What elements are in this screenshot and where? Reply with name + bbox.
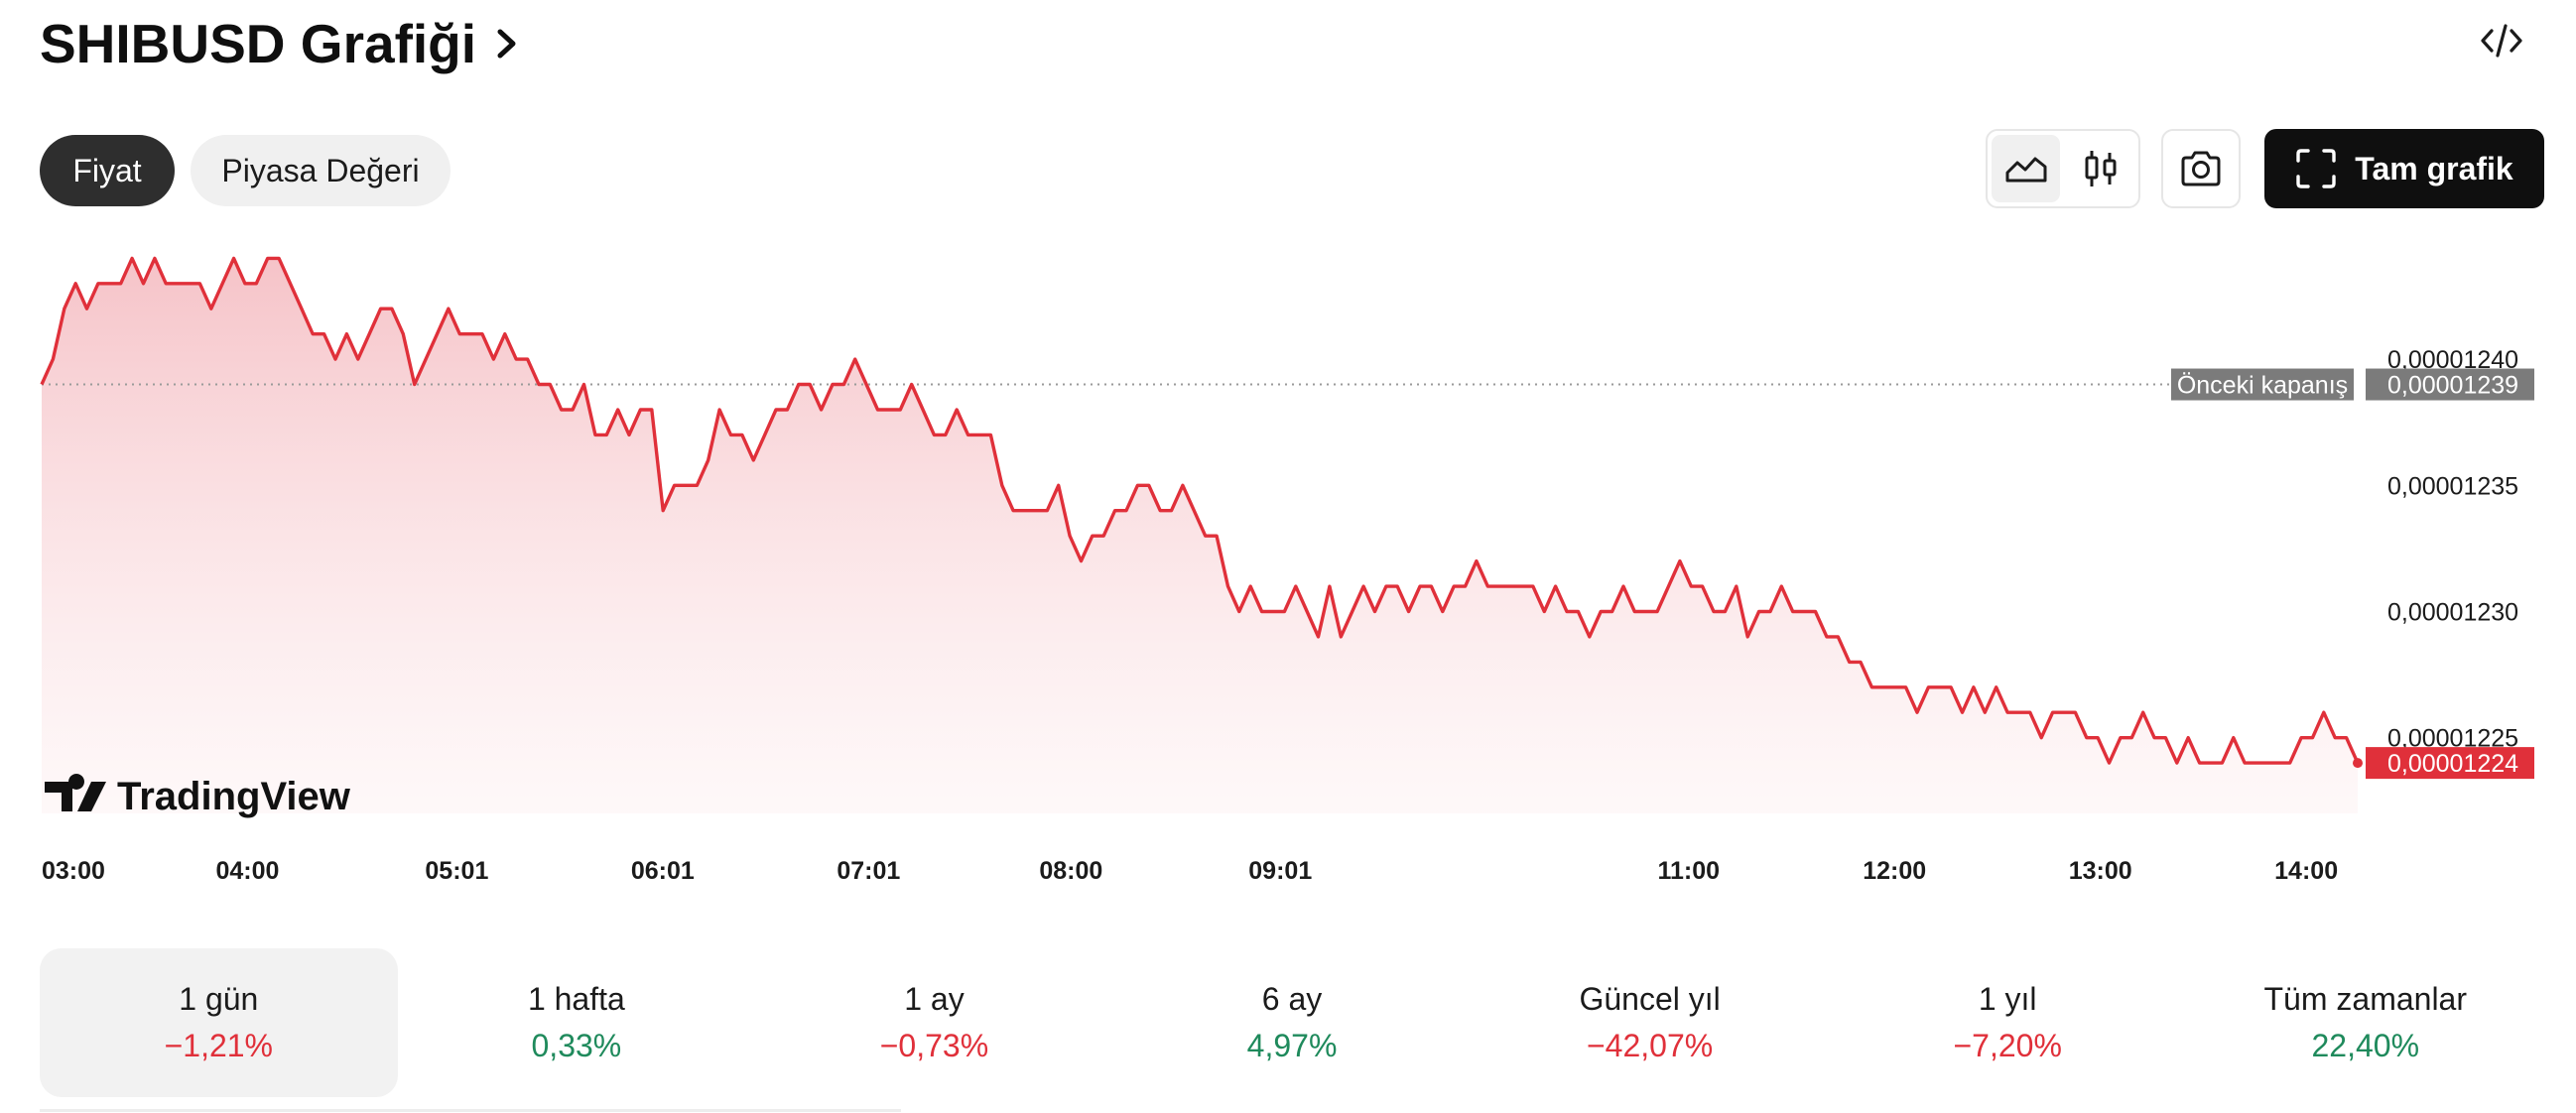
chevron-right-icon bbox=[497, 29, 516, 59]
tab-market-cap[interactable]: Piyasa Değeri bbox=[191, 135, 451, 206]
camera-icon bbox=[2181, 151, 2221, 186]
area-chart-button[interactable] bbox=[1992, 135, 2060, 202]
tradingview-watermark: TradingView bbox=[117, 775, 351, 818]
x-tick-label: 04:00 bbox=[215, 857, 279, 885]
tab-market-cap-label: Piyasa Değeri bbox=[221, 152, 420, 188]
price-area-fill bbox=[42, 258, 2358, 813]
x-tick-label: 12:00 bbox=[1863, 857, 1926, 885]
period-tab[interactable]: 1 gün −1,21% bbox=[40, 948, 398, 1097]
period-change: −1,21% bbox=[164, 1028, 273, 1063]
y-tick-label: 0,00001230 bbox=[2387, 598, 2518, 626]
scroll-indicator bbox=[40, 1109, 901, 1112]
tab-price[interactable]: Fiyat bbox=[40, 135, 175, 206]
full-chart-label: Tam grafik bbox=[2355, 150, 2513, 186]
x-tick-label: 07:01 bbox=[837, 857, 900, 885]
period-change: −0,73% bbox=[879, 1028, 989, 1063]
period-change: 0,33% bbox=[531, 1028, 622, 1063]
previous-close-value-bg bbox=[2366, 368, 2534, 401]
area-chart-icon bbox=[2005, 157, 2046, 183]
full-chart-button[interactable]: Tam grafik bbox=[2264, 129, 2544, 208]
last-price-value-bg bbox=[2366, 747, 2534, 780]
previous-close-label: Önceki kapanış bbox=[2177, 372, 2348, 400]
x-tick-label: 06:01 bbox=[631, 857, 695, 885]
price-chart[interactable]: 0,000012400,000012350,000012300,00001225… bbox=[0, 238, 2576, 893]
chart-type-group bbox=[1986, 129, 2140, 208]
period-label: 1 ay bbox=[904, 981, 965, 1017]
period-tab[interactable]: Tüm zamanlar 22,40% bbox=[2186, 948, 2544, 1097]
period-label: 6 ay bbox=[1261, 981, 1323, 1017]
y-tick-label: 0,00001235 bbox=[2387, 472, 2518, 500]
tradingview-logo: TradingView bbox=[45, 773, 351, 818]
previous-close-value: 0,00001239 bbox=[2387, 372, 2518, 400]
candlestick-icon bbox=[2085, 151, 2116, 186]
page-title[interactable]: SHIBUSD Grafiği bbox=[40, 12, 524, 75]
period-label: Güncel yıl bbox=[1579, 981, 1721, 1017]
x-tick-label: 13:00 bbox=[2069, 857, 2132, 885]
x-tick-label: 03:00 bbox=[42, 857, 105, 885]
period-tab[interactable]: 6 ay 4,97% bbox=[1113, 948, 1472, 1097]
fullscreen-icon bbox=[2296, 149, 2336, 188]
period-change: 22,40% bbox=[2311, 1028, 2420, 1063]
x-tick-label: 09:01 bbox=[1248, 857, 1312, 885]
period-label: 1 hafta bbox=[527, 981, 625, 1017]
tab-price-label: Fiyat bbox=[72, 152, 142, 188]
period-tab[interactable]: 1 hafta 0,33% bbox=[398, 948, 756, 1097]
screenshot-button[interactable] bbox=[2161, 129, 2241, 208]
period-change: −42,07% bbox=[1586, 1028, 1714, 1063]
x-tick-label: 08:00 bbox=[1039, 857, 1102, 885]
x-tick-label: 05:01 bbox=[425, 857, 488, 885]
previous-close-label-bg bbox=[2171, 368, 2354, 401]
last-price-value: 0,00001224 bbox=[2387, 750, 2518, 778]
period-change: 4,97% bbox=[1246, 1028, 1338, 1063]
period-change: −7,20% bbox=[1953, 1028, 2062, 1063]
period-performance-list: 1 gün −1,21% 1 hafta 0,33% 1 ay −0,73% 6 ay 4,9… bbox=[40, 948, 2544, 1097]
last-price-dot bbox=[2353, 758, 2363, 769]
candlestick-chart-button[interactable] bbox=[2066, 135, 2134, 202]
tradingview-logo-icon bbox=[45, 773, 106, 811]
code-embed-icon[interactable] bbox=[2479, 18, 2524, 63]
x-tick-label: 14:00 bbox=[2274, 857, 2338, 885]
period-tab[interactable]: 1 yıl −7,20% bbox=[1829, 948, 2187, 1097]
period-tab[interactable]: 1 ay −0,73% bbox=[755, 948, 1113, 1097]
period-label: Tüm zamanlar bbox=[2263, 981, 2468, 1017]
period-label: 1 yıl bbox=[1978, 981, 2037, 1017]
price-line bbox=[40, 256, 2360, 765]
x-tick-label: 11:00 bbox=[1657, 857, 1720, 885]
period-tab[interactable]: Güncel yıl −42,07% bbox=[1471, 948, 1829, 1097]
page-title-text: SHIBUSD Grafiği bbox=[40, 13, 477, 74]
period-label: 1 gün bbox=[179, 981, 259, 1017]
